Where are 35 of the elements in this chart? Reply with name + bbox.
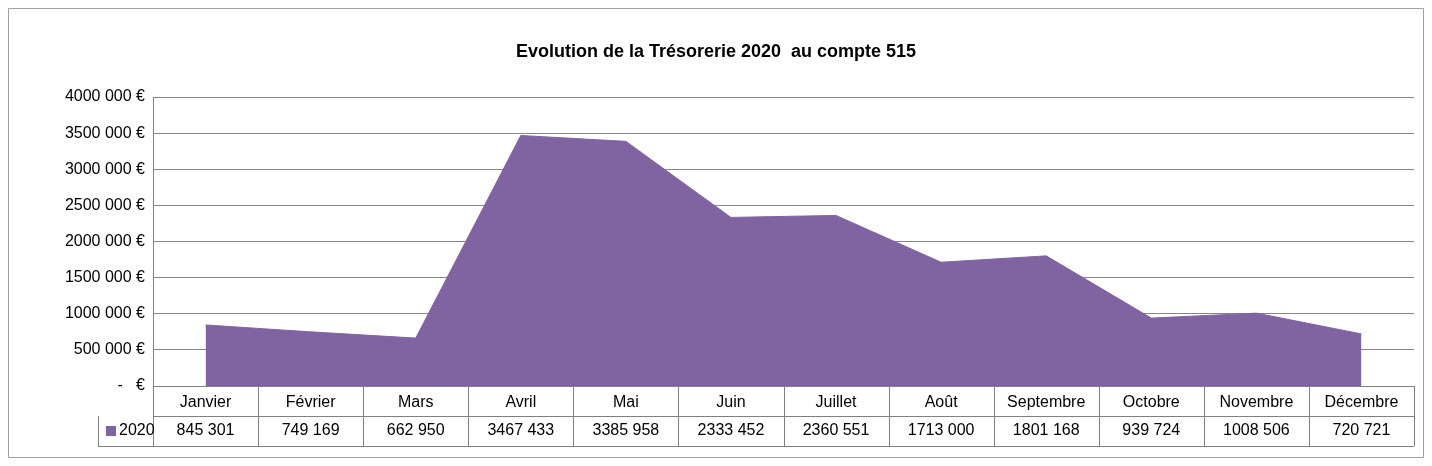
x-tick-label: Novembre: [1219, 393, 1294, 411]
x-tick-label: Juin: [716, 393, 746, 411]
data-label: 2360 551: [802, 421, 870, 439]
legend-label: 2020: [119, 421, 155, 439]
x-tick-label: Septembre: [1007, 393, 1086, 411]
data-label: 3467 433: [487, 421, 555, 439]
x-tick-label: Avril: [505, 393, 537, 411]
data-label: 662 950: [386, 421, 445, 439]
y-tick-label: 2500 000 €: [64, 195, 146, 213]
y-tick-label: 500 000 €: [73, 340, 146, 358]
data-label: 2333 452: [697, 421, 765, 439]
data-label: 845 301: [176, 421, 235, 439]
data-label: 3385 958: [592, 421, 660, 439]
y-tick-label: 2000 000 €: [64, 231, 146, 249]
data-label: 939 724: [1122, 421, 1181, 439]
y-tick-label: 1000 000 €: [64, 304, 146, 322]
y-tick-label: 3500 000 €: [64, 123, 146, 141]
x-tick-label: Juillet: [815, 393, 858, 411]
x-tick-label: Janvier: [179, 393, 232, 411]
x-tick-label: Août: [924, 393, 959, 411]
y-tick-label: 3000 000 €: [64, 159, 146, 177]
x-tick-label: Octobre: [1122, 393, 1180, 411]
data-label: 749 169: [281, 421, 340, 439]
data-label: 1008 506: [1223, 421, 1290, 439]
x-tick-label: Décembre: [1324, 393, 1399, 411]
chart-title: Evolution de la Trésorerie 2020 au compte 515: [515, 40, 917, 61]
data-label: 720 721: [1332, 421, 1391, 439]
x-tick-label: Février: [285, 393, 337, 411]
x-tick-label: Mars: [397, 393, 434, 411]
data-label: 1713 000: [907, 421, 975, 439]
data-label: 1801 168: [1012, 421, 1080, 439]
y-tick-label: 4000 000 €: [64, 87, 146, 105]
x-tick-label: Mai: [612, 393, 639, 411]
y-tick-label: - €: [117, 376, 146, 394]
y-tick-label: 1500 000 €: [64, 268, 146, 286]
